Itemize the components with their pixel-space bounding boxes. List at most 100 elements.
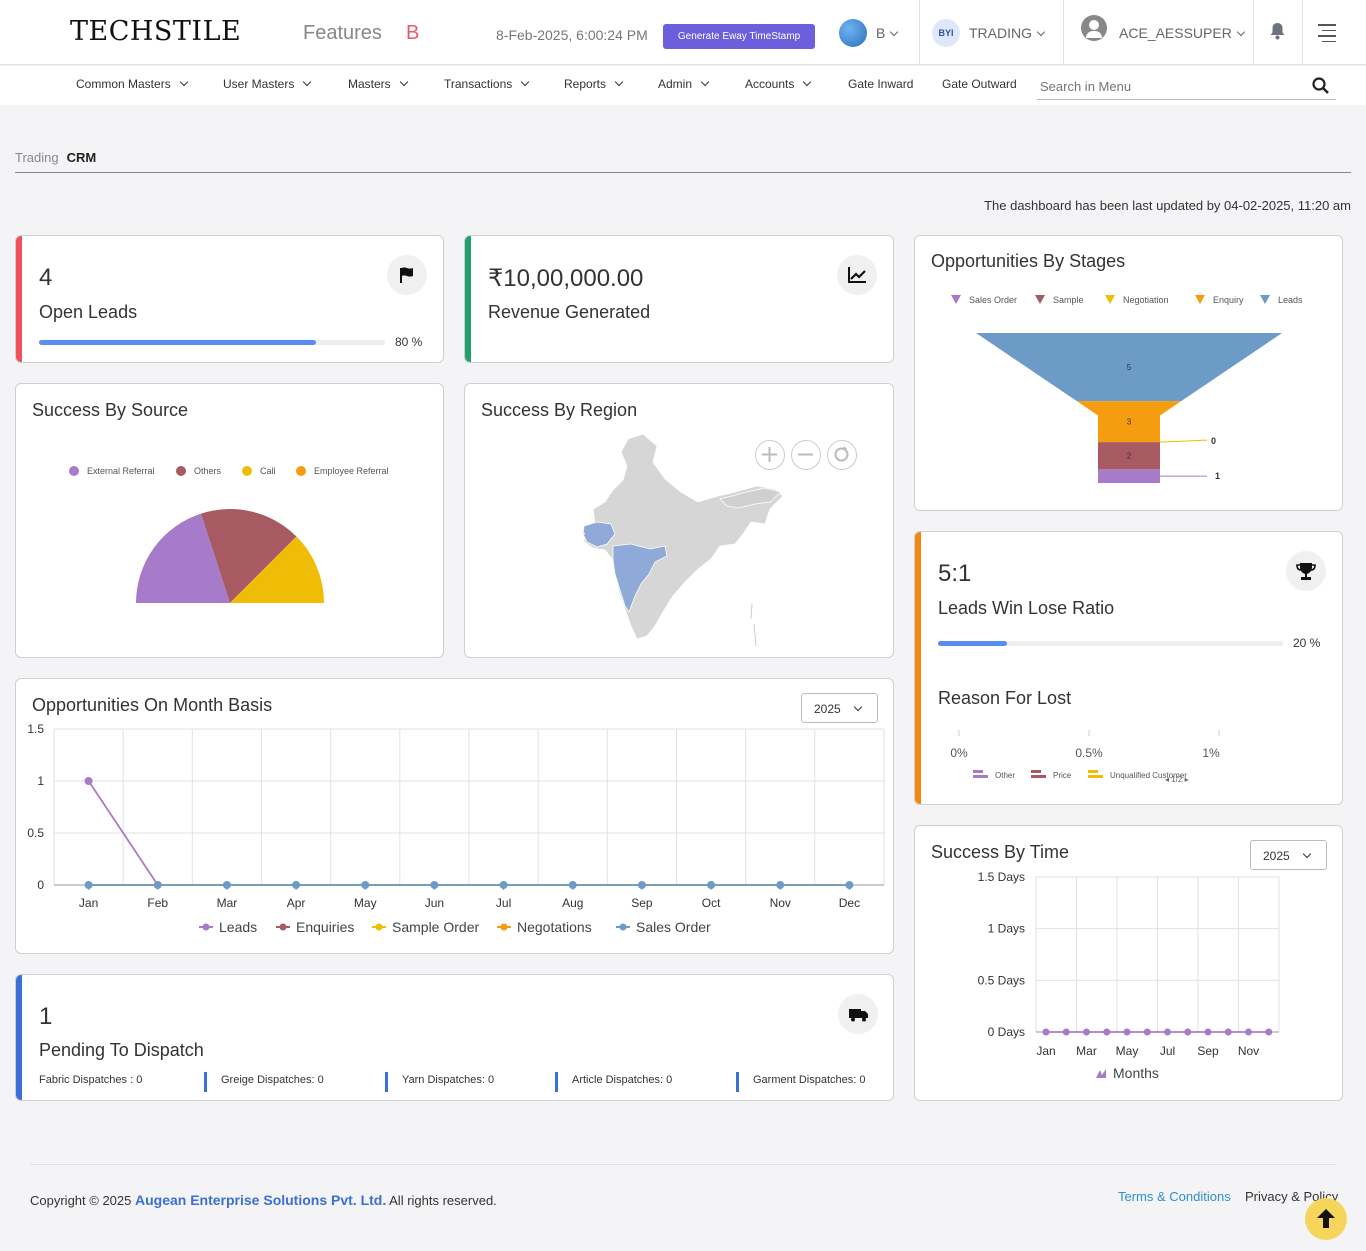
month-basis-year-select[interactable]: 2025 (801, 693, 878, 723)
zoom-out-button[interactable] (791, 440, 821, 470)
breadcrumb-parent[interactable]: Trading (15, 150, 59, 165)
x-tick-label: Apr (287, 896, 306, 910)
year-value: 2025 (814, 702, 841, 716)
data-point (568, 881, 577, 889)
nav-transactions[interactable]: Transactions (444, 77, 530, 91)
win-lose-percent: 20 % (1293, 636, 1321, 650)
user-avatar-icon[interactable] (1081, 15, 1107, 41)
data-point (845, 881, 854, 889)
dispatch-value: 1 (39, 1003, 53, 1030)
legend-marker (1088, 770, 1098, 773)
card-accent (465, 236, 471, 362)
module-selector[interactable]: TRADING (969, 25, 1046, 41)
data-point (499, 881, 508, 889)
menu-toggle-icon[interactable] (1318, 24, 1336, 46)
legend-marker (69, 466, 79, 476)
x-tick-label: Jun (425, 896, 444, 910)
legend-label: Leads (1278, 295, 1303, 305)
funnel-value-label: 1 (1215, 471, 1220, 481)
y-tick-label: 0 Days (988, 1025, 1025, 1039)
reset-map-button[interactable] (827, 440, 857, 470)
data-point (430, 881, 439, 889)
data-point (84, 777, 93, 785)
zoom-in-button[interactable] (755, 440, 785, 470)
nav-common-masters[interactable]: Common Masters (76, 77, 188, 91)
user-menu[interactable]: ACE_AESSUPER (1119, 25, 1246, 41)
nav-gate-inward[interactable]: Gate Inward (848, 77, 914, 91)
company-link[interactable]: Augean Enterprise Solutions Pvt. Ltd. (134, 1192, 387, 1208)
data-point (1042, 1028, 1050, 1036)
arrow-up-icon (1317, 1209, 1335, 1228)
globe-icon[interactable] (839, 19, 867, 47)
x-tick-label: Jul (1160, 1044, 1175, 1058)
header-divider (1253, 0, 1254, 65)
company-selector[interactable]: B (876, 25, 899, 41)
article-dispatches: Article Dispatches: 0 (572, 1074, 673, 1086)
legend-pager[interactable]: ◂ 1/2 ▸ (1165, 775, 1189, 784)
maharashtra-region[interactable] (612, 543, 668, 613)
x-tick-label: 0.5% (1075, 746, 1103, 760)
breadcrumb-current: CRM (66, 150, 97, 165)
dispatch-label: Pending To Dispatch (39, 1040, 204, 1060)
india-region[interactable] (583, 433, 784, 640)
legend-marker (1105, 295, 1115, 304)
card-accent (915, 532, 921, 804)
nav-label: Admin (658, 77, 693, 91)
northeast-region[interactable] (719, 487, 782, 509)
legend-label: Enquiry (1213, 295, 1244, 305)
nav-label: Reports (564, 77, 607, 91)
data-point (1103, 1028, 1111, 1036)
scroll-to-top-button[interactable] (1305, 1198, 1347, 1240)
data-point (707, 881, 716, 889)
main-nav: Common Masters User Masters Masters Tran… (0, 66, 1366, 105)
y-tick-label: 1.5 Days (978, 870, 1025, 884)
legend-label: Sample Order (392, 919, 479, 935)
data-point (1143, 1028, 1151, 1036)
legend-marker (1195, 295, 1205, 304)
truck-icon (838, 994, 878, 1034)
legend-marker (500, 923, 508, 931)
generate-eway-timestamp-button[interactable]: Generate Eway TimeStamp (663, 24, 815, 49)
nav-masters[interactable]: Masters (348, 77, 408, 91)
success-time-year-select[interactable]: 2025 (1250, 840, 1327, 870)
revenue-value: ₹10,00,000.00 (488, 265, 644, 292)
x-tick-label: May (354, 896, 377, 910)
india-map[interactable] (465, 384, 894, 658)
header-divider (1063, 0, 1064, 65)
x-tick-label: Sep (631, 896, 653, 910)
nav-accounts[interactable]: Accounts (745, 77, 812, 91)
funnel-segment (1098, 442, 1160, 470)
terms-link[interactable]: Terms & Conditions (1118, 1189, 1231, 1204)
bell-icon[interactable] (1269, 22, 1286, 40)
greige-dispatches: Greige Dispatches: 0 (221, 1074, 324, 1086)
rights-text: All rights reserved. (389, 1193, 497, 1208)
search-icon[interactable] (1312, 77, 1329, 94)
x-tick-label: Jul (496, 896, 511, 910)
data-point (1224, 1028, 1232, 1036)
legend-marker (1031, 775, 1046, 778)
month-basis-title: Opportunities On Month Basis (32, 695, 273, 715)
nav-gate-outward[interactable]: Gate Outward (942, 77, 1017, 91)
trend-chart-icon (837, 255, 877, 295)
open-leads-card: 4 Open Leads 80 % (15, 235, 444, 363)
nav-reports[interactable]: Reports (564, 77, 624, 91)
techstile-logo[interactable]: TECHSTILE (70, 16, 242, 47)
gujarat-region[interactable] (582, 521, 616, 548)
nav-user-masters[interactable]: User Masters (223, 77, 312, 91)
source-card: Success By Source External Referral Other… (15, 383, 444, 658)
legend-label: Enquiries (296, 919, 354, 935)
legend-marker (619, 923, 627, 931)
funnel-leader-line (1159, 439, 1208, 443)
features-badge: B (406, 22, 420, 44)
open-leads-percent: 80 % (395, 335, 423, 349)
reason-lost-title: Reason For Lost (938, 688, 1072, 708)
month-basis-card: Opportunities On Month Basis 2025 0 0.5 1 1… (15, 678, 894, 954)
legend-label: Sales Order (969, 295, 1017, 305)
menu-search-input[interactable] (1037, 74, 1336, 100)
trading-module-icon[interactable]: BYI (932, 19, 960, 47)
nav-admin[interactable]: Admin (658, 77, 710, 91)
minus-icon (798, 453, 813, 456)
win-lose-value: 5:1 (938, 560, 972, 587)
win-lose-label: Leads Win Lose Ratio (938, 598, 1115, 618)
chevron-down-icon (179, 77, 188, 87)
